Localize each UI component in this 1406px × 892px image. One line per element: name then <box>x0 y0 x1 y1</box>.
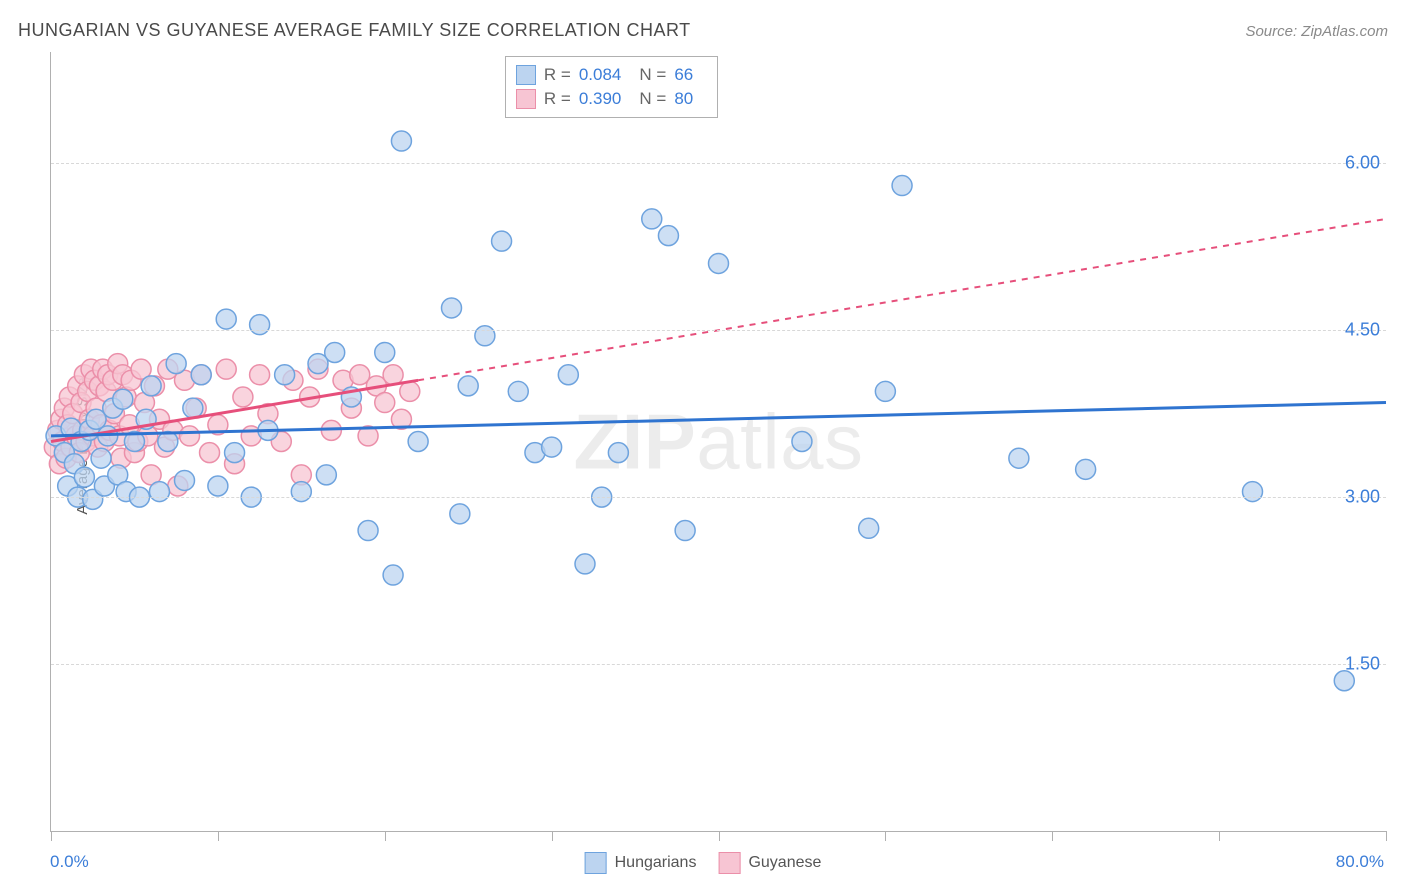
scatter-point <box>642 209 662 229</box>
scatter-point <box>792 432 812 452</box>
scatter-point <box>558 365 578 385</box>
scatter-point <box>291 482 311 502</box>
x-tick <box>1052 831 1053 841</box>
scatter-point <box>316 465 336 485</box>
stats-row-hungarians: R = 0.084 N = 66 <box>516 63 703 87</box>
scatter-point <box>275 365 295 385</box>
scatter-point <box>233 387 253 407</box>
scatter-point <box>225 443 245 463</box>
y-tick-label: 4.50 <box>1345 320 1380 341</box>
legend-swatch-pink <box>718 852 740 874</box>
scatter-point <box>175 470 195 490</box>
scatter-point <box>1009 448 1029 468</box>
scatter-point <box>1243 482 1263 502</box>
gridline <box>51 497 1386 498</box>
scatter-point <box>200 443 220 463</box>
scatter-point <box>250 315 270 335</box>
scatter-point <box>892 176 912 196</box>
scatter-point <box>325 342 345 362</box>
x-tick <box>218 831 219 841</box>
scatter-point <box>141 376 161 396</box>
stats-swatch-blue <box>516 65 536 85</box>
scatter-point <box>508 381 528 401</box>
chart-header: HUNGARIAN VS GUYANESE AVERAGE FAMILY SIZ… <box>18 20 1388 41</box>
x-tick <box>719 831 720 841</box>
scatter-point <box>149 482 169 502</box>
scatter-point <box>113 389 133 409</box>
scatter-point <box>358 521 378 541</box>
scatter-point <box>74 467 94 487</box>
x-tick <box>1386 831 1387 841</box>
scatter-point <box>542 437 562 457</box>
scatter-point <box>91 448 111 468</box>
scatter-point <box>859 518 879 538</box>
x-axis-min-label: 0.0% <box>50 852 89 872</box>
scatter-point <box>383 365 403 385</box>
x-tick <box>385 831 386 841</box>
y-tick-label: 1.50 <box>1345 654 1380 675</box>
legend-swatch-blue <box>585 852 607 874</box>
scatter-point <box>709 253 729 273</box>
scatter-point <box>391 131 411 151</box>
scatter-point <box>166 354 186 374</box>
scatter-point <box>608 443 628 463</box>
scatter-point <box>208 476 228 496</box>
scatter-point <box>458 376 478 396</box>
legend-item-guyanese: Guyanese <box>718 852 821 874</box>
scatter-point <box>442 298 462 318</box>
y-tick-label: 6.00 <box>1345 153 1380 174</box>
scatter-point <box>675 521 695 541</box>
scatter-point <box>475 326 495 346</box>
stats-row-guyanese: R = 0.390 N = 80 <box>516 87 703 111</box>
scatter-point <box>216 309 236 329</box>
scatter-point <box>400 381 420 401</box>
x-tick <box>552 831 553 841</box>
gridline <box>51 330 1386 331</box>
x-tick <box>51 831 52 841</box>
chart-source: Source: ZipAtlas.com <box>1245 23 1388 40</box>
scatter-point <box>408 432 428 452</box>
scatter-point <box>575 554 595 574</box>
x-tick <box>1219 831 1220 841</box>
stats-swatch-pink <box>516 89 536 109</box>
chart-title: HUNGARIAN VS GUYANESE AVERAGE FAMILY SIZ… <box>18 20 691 41</box>
scatter-point <box>492 231 512 251</box>
y-tick-label: 3.00 <box>1345 487 1380 508</box>
chart-svg <box>51 52 1386 831</box>
scatter-point <box>216 359 236 379</box>
scatter-point <box>183 398 203 418</box>
scatter-point <box>250 365 270 385</box>
legend-item-hungarians: Hungarians <box>585 852 697 874</box>
scatter-point <box>450 504 470 524</box>
plot-area: ZIPatlas R = 0.084 N = 66 R = 0.390 N = … <box>50 52 1386 832</box>
scatter-point <box>875 381 895 401</box>
x-tick <box>885 831 886 841</box>
scatter-point <box>375 342 395 362</box>
scatter-point <box>375 393 395 413</box>
stats-legend-box: R = 0.084 N = 66 R = 0.390 N = 80 <box>505 56 718 118</box>
x-axis-max-label: 80.0% <box>1336 852 1384 872</box>
scatter-point <box>383 565 403 585</box>
bottom-legend: Hungarians Guyanese <box>585 852 822 874</box>
gridline <box>51 664 1386 665</box>
scatter-point <box>180 426 200 446</box>
trend-line-dashed <box>418 219 1386 380</box>
scatter-point <box>658 226 678 246</box>
gridline <box>51 163 1386 164</box>
scatter-point <box>191 365 211 385</box>
scatter-point <box>1076 459 1096 479</box>
